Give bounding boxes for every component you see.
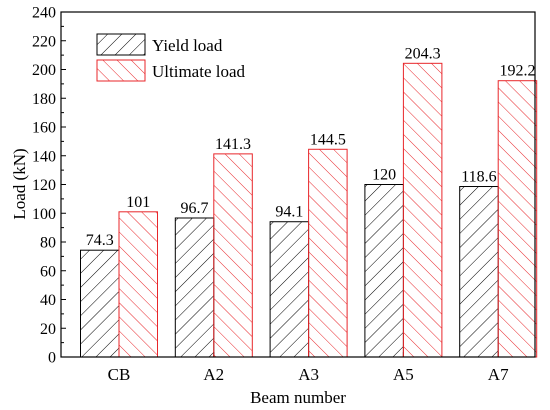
bar-ultimate-load xyxy=(497,80,538,358)
bar-value-label: 94.1 xyxy=(275,204,303,221)
y-tick-label: 240 xyxy=(32,5,56,22)
x-tick-label: CB xyxy=(108,365,131,384)
y-axis-title: Load (kN) xyxy=(10,148,29,219)
bar-ultimate-load xyxy=(118,211,158,358)
bar-value-label: 118.6 xyxy=(461,169,496,186)
bar-value-label: 74.3 xyxy=(86,232,114,249)
bar-value-label: 144.5 xyxy=(310,131,346,148)
x-tick-label: A3 xyxy=(298,365,319,384)
bar-value-label: 204.3 xyxy=(405,45,441,62)
bar-yield-load xyxy=(174,217,215,358)
y-tick-label: 220 xyxy=(32,33,56,50)
bar-value-label: 141.3 xyxy=(215,136,251,153)
x-tick-label: A5 xyxy=(393,365,414,384)
bar-ultimate-load xyxy=(402,62,443,358)
data-labels-group: 74.3 101 96.7 141.3 94.1 144.5 120 204.3 118.6 19… xyxy=(86,45,536,249)
bar-ultimate-load xyxy=(213,153,253,358)
legend-label-yield: Yield load xyxy=(152,36,223,55)
x-axis-ticks: CB A2 A3 A5 A7 xyxy=(108,352,509,384)
y-tick-label: 20 xyxy=(40,321,56,338)
legend-label-ultimate: Ultimate load xyxy=(152,62,246,81)
y-axis-ticks: 0 20 40 60 80 100 120 140 160 180 200 220 240 xyxy=(32,5,66,367)
y-tick-label: 0 xyxy=(48,350,56,367)
bar-yield-load xyxy=(459,186,499,358)
bar-value-label: 192.2 xyxy=(499,63,535,80)
x-tick-label: A7 xyxy=(488,365,509,384)
y-tick-label: 40 xyxy=(40,292,56,309)
y-tick-label: 60 xyxy=(40,263,56,280)
y-tick-label: 80 xyxy=(40,235,56,252)
y-tick-label: 120 xyxy=(32,177,56,194)
bar-ultimate-load xyxy=(308,148,348,358)
bar-value-label: 96.7 xyxy=(181,200,209,217)
legend-swatch-yield xyxy=(96,33,146,56)
bar-value-label: 101 xyxy=(126,194,150,211)
x-tick-label: A2 xyxy=(203,365,224,384)
bar-yield-load xyxy=(269,221,310,358)
y-tick-label: 140 xyxy=(32,148,56,165)
legend-swatch-ultimate xyxy=(96,59,146,82)
legend: Yield load Ultimate load xyxy=(96,33,246,82)
bar-value-label: 120 xyxy=(372,167,396,184)
y-tick-label: 100 xyxy=(32,206,56,223)
y-tick-label: 160 xyxy=(32,120,56,137)
y-tick-label: 180 xyxy=(32,91,56,108)
plot-frame xyxy=(60,11,536,358)
x-axis-title: Beam number xyxy=(250,388,346,407)
y-tick-label: 200 xyxy=(32,62,56,79)
bar-yield-load xyxy=(80,249,120,358)
bars-group xyxy=(80,62,538,358)
bar-yield-load xyxy=(364,184,404,358)
